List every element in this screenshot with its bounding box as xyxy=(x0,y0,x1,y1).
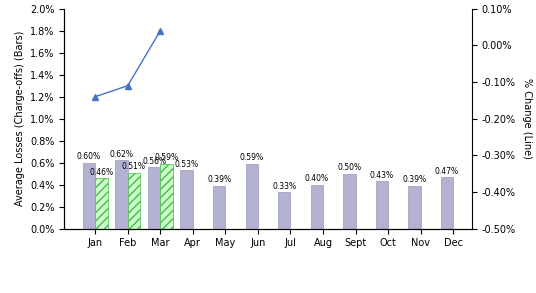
Text: 0.46%: 0.46% xyxy=(90,168,114,177)
Text: 0.40%: 0.40% xyxy=(305,174,329,183)
Text: 0.56%: 0.56% xyxy=(142,157,166,166)
Bar xyxy=(278,192,291,229)
Text: 0.50%: 0.50% xyxy=(337,163,361,172)
Bar xyxy=(83,163,95,229)
Text: 0.39%: 0.39% xyxy=(403,176,427,184)
Text: 0.59%: 0.59% xyxy=(154,154,178,162)
Text: 0.59%: 0.59% xyxy=(240,154,264,162)
Bar xyxy=(95,178,108,229)
Bar xyxy=(376,181,388,229)
Bar xyxy=(160,164,173,229)
Text: 0.33%: 0.33% xyxy=(272,182,296,191)
Bar xyxy=(115,161,128,229)
Text: 0.43%: 0.43% xyxy=(370,171,394,180)
Bar xyxy=(408,186,421,229)
Bar xyxy=(245,164,258,229)
Bar xyxy=(213,186,225,229)
Text: 0.51%: 0.51% xyxy=(122,162,146,171)
Bar xyxy=(181,170,193,229)
Y-axis label: % Change (Line): % Change (Line) xyxy=(522,78,532,159)
Y-axis label: Average Losses (Charge-offs) (Bars): Average Losses (Charge-offs) (Bars) xyxy=(14,31,25,206)
Bar xyxy=(441,177,453,229)
Bar xyxy=(311,185,323,229)
Text: 0.39%: 0.39% xyxy=(207,176,231,184)
Text: 0.47%: 0.47% xyxy=(435,167,459,176)
Bar xyxy=(148,167,160,229)
Bar xyxy=(343,173,355,229)
Bar xyxy=(128,173,140,229)
Text: 0.60%: 0.60% xyxy=(77,152,101,161)
Text: 0.62%: 0.62% xyxy=(109,150,133,159)
Text: 0.53%: 0.53% xyxy=(175,160,199,169)
